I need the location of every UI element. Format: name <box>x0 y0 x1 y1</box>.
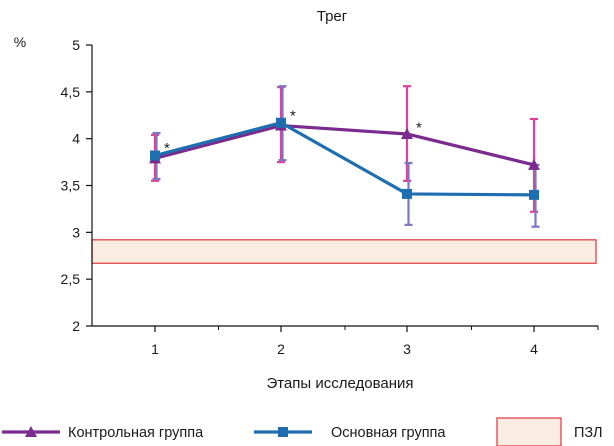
legend-swatch-band <box>496 417 562 446</box>
data-point <box>401 127 413 139</box>
y-tick-label: 2,5 <box>61 271 81 287</box>
significance-mark: * <box>416 120 422 137</box>
y-tick-label: 3,5 <box>61 178 81 194</box>
series-line <box>154 121 535 197</box>
legend-label-main: Основная группа <box>331 425 446 441</box>
data-point <box>529 189 539 200</box>
x-tick-label: 1 <box>151 341 159 357</box>
data-point <box>150 150 160 161</box>
series-line <box>154 123 535 167</box>
data-point <box>402 188 412 199</box>
significance-mark: * <box>164 140 170 157</box>
x-tick-label: 4 <box>530 341 538 357</box>
x-tick-label: 2 <box>277 341 285 357</box>
legend-marker-main <box>278 427 288 437</box>
x-tick-label: 3 <box>403 341 411 357</box>
legend-label-band: ПЗЛ <box>574 425 603 441</box>
chart-title: Трег <box>317 8 348 25</box>
x-axis-label: Этапы исследования <box>266 375 413 392</box>
data-point <box>528 158 540 170</box>
y-axis-label: % <box>14 34 26 50</box>
data-point <box>276 117 286 128</box>
reference-band <box>91 239 597 264</box>
significance-mark: * <box>290 107 296 124</box>
y-tick-label: 2 <box>72 318 80 334</box>
y-tick-label: 4 <box>72 131 80 147</box>
y-tick-label: 3 <box>72 224 80 240</box>
y-tick-label: 5 <box>72 37 80 53</box>
y-tick-label: 4,5 <box>61 84 81 100</box>
legend-marker-control <box>25 426 37 437</box>
legend-label-control: Контрольная группа <box>68 425 204 441</box>
